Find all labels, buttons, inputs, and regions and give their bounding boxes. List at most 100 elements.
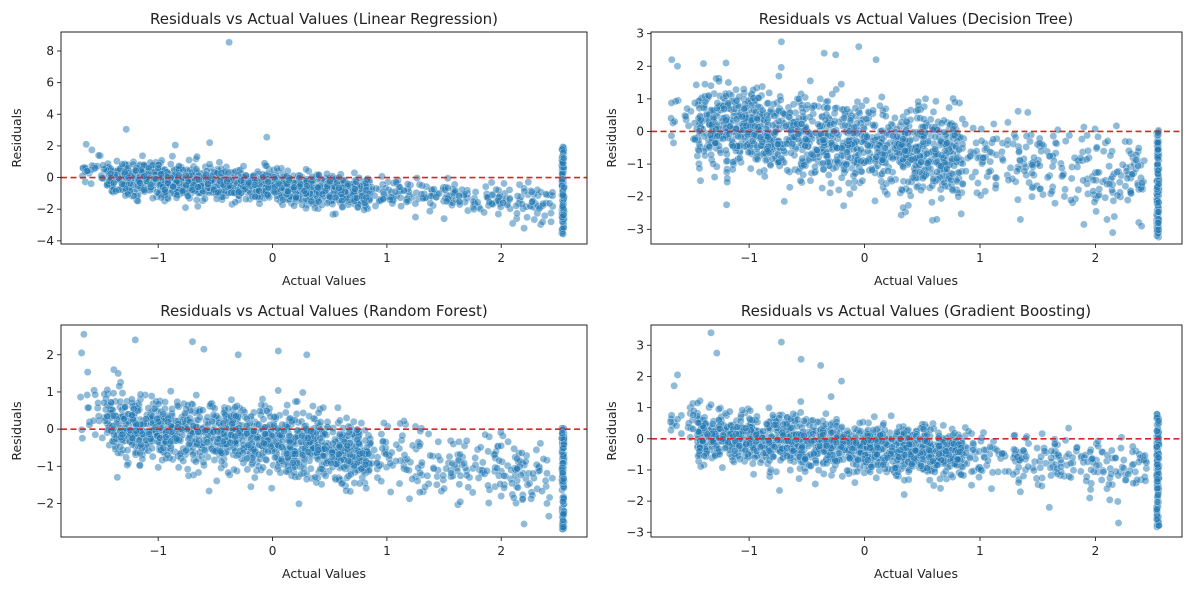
data-point: [231, 403, 240, 412]
data-point: [265, 468, 274, 477]
data-point: [1004, 176, 1013, 184]
data-point: [834, 186, 843, 194]
data-point: [869, 106, 877, 115]
data-point: [528, 198, 536, 206]
data-point: [881, 144, 889, 152]
data-point: [242, 454, 251, 463]
data-point: [192, 165, 201, 173]
data-point: [408, 475, 417, 483]
data-point: [760, 172, 769, 181]
data-point: [863, 141, 872, 150]
data-point: [357, 419, 366, 427]
data-point: [961, 120, 970, 129]
data-point: [868, 166, 877, 174]
data-point: [1045, 152, 1054, 160]
data-point: [726, 122, 734, 131]
data-point: [303, 434, 312, 442]
data-point: [387, 448, 396, 457]
data-point: [722, 92, 730, 100]
data-point: [695, 146, 703, 155]
data-point: [1138, 179, 1146, 187]
data-point: [1154, 226, 1163, 234]
data-point: [140, 186, 149, 194]
data-point: [299, 464, 308, 473]
data-point: [204, 180, 212, 188]
data-point: [118, 160, 127, 169]
data-point: [1013, 167, 1021, 176]
data-point: [205, 138, 214, 147]
data-point: [334, 403, 342, 412]
data-point: [1154, 208, 1163, 216]
data-point: [857, 145, 865, 154]
data-point: [539, 455, 548, 463]
data-point: [262, 406, 271, 415]
data-point: [350, 168, 359, 177]
data-point: [242, 414, 251, 423]
data-point: [989, 120, 998, 128]
data-point: [311, 473, 320, 482]
data-point: [1014, 195, 1022, 204]
y-tick-label: 0: [46, 171, 54, 185]
data-point: [193, 202, 202, 211]
data-point: [922, 149, 931, 158]
data-point: [1053, 126, 1062, 134]
data-point: [371, 202, 380, 210]
data-point: [372, 184, 381, 193]
data-point: [862, 96, 871, 105]
data-point: [273, 164, 281, 173]
data-point: [914, 101, 923, 110]
data-point: [684, 121, 693, 130]
data-point: [173, 401, 182, 410]
data-point: [794, 95, 803, 103]
data-point: [530, 215, 539, 224]
data-point: [818, 136, 827, 145]
data-point: [541, 476, 550, 485]
data-point: [421, 483, 429, 491]
data-point: [416, 468, 424, 477]
data-point: [231, 198, 240, 207]
subplot-title: Residuals vs Actual Values (Decision Tre…: [759, 10, 1074, 28]
data-point: [819, 159, 827, 168]
data-point: [774, 117, 783, 125]
data-point: [435, 189, 444, 198]
data-point: [901, 146, 909, 155]
data-point: [411, 199, 420, 208]
data-point: [1154, 198, 1163, 207]
data-point: [1022, 143, 1030, 151]
data-point: [1137, 222, 1146, 230]
data-point: [722, 116, 730, 125]
data-point: [840, 121, 849, 129]
data-point: [827, 179, 835, 188]
data-point: [317, 437, 326, 446]
data-point: [434, 452, 443, 461]
data-point: [774, 140, 782, 149]
data-point: [950, 161, 959, 170]
data-point: [460, 459, 468, 468]
data-point: [134, 197, 142, 205]
data-point: [520, 224, 528, 233]
data-point: [828, 90, 837, 98]
data-point: [883, 190, 892, 199]
y-tick-label: −2: [36, 497, 54, 511]
subplot-decision-tree: Residuals vs Actual Values (Decision Tre…: [604, 10, 1183, 288]
data-point: [157, 193, 166, 202]
data-point: [837, 80, 846, 89]
data-point: [471, 454, 480, 462]
data-point: [877, 93, 886, 101]
data-point: [831, 50, 840, 59]
x-axis-label: Actual Values: [874, 273, 958, 288]
data-point: [667, 99, 676, 107]
data-point: [378, 172, 386, 181]
data-point: [722, 146, 730, 155]
data-point: [711, 139, 720, 147]
data-point: [1020, 167, 1029, 175]
data-point: [513, 465, 522, 473]
data-point: [758, 106, 767, 115]
data-point: [415, 180, 424, 189]
data-point: [746, 164, 755, 173]
data-point: [695, 104, 704, 113]
data-point: [279, 195, 287, 204]
data-point: [1030, 153, 1038, 162]
data-point: [683, 104, 691, 113]
data-point: [189, 422, 198, 430]
